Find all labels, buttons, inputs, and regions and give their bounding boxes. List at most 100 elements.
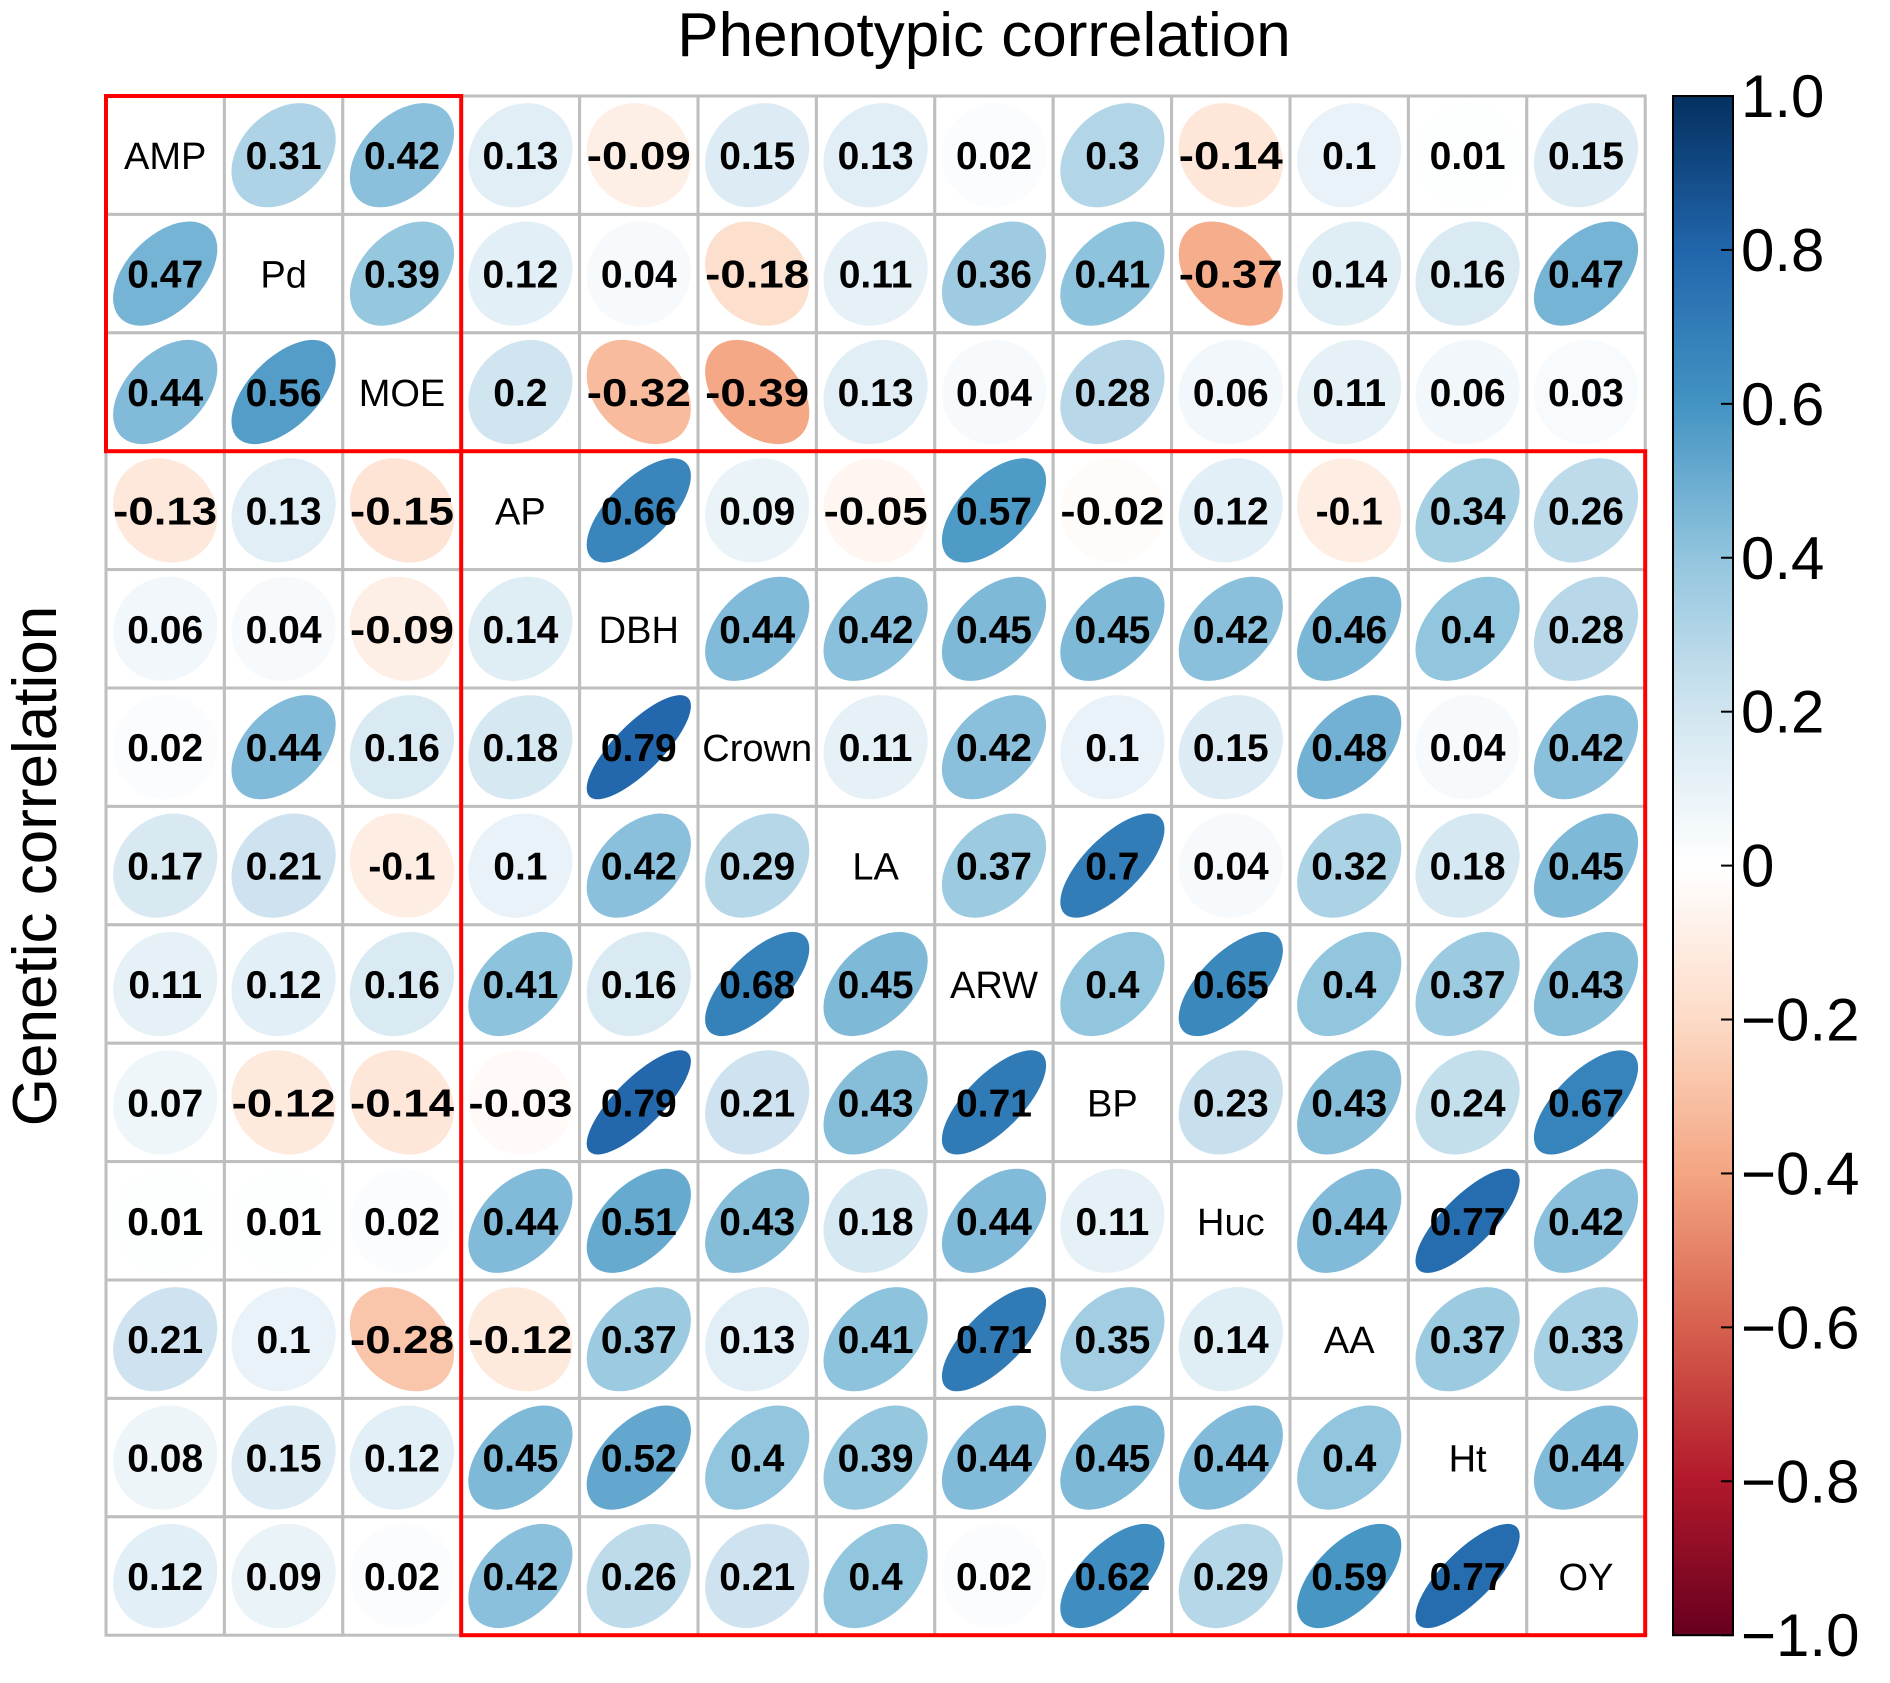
correlation-value: 0.43 [1311, 1082, 1387, 1125]
matrix-cell: 0.21 [696, 1515, 818, 1637]
diagonal-cell-Ht: Ht [1406, 1396, 1529, 1519]
correlation-ellipse [349, 458, 455, 563]
matrix-cell: 0.37 [578, 1278, 700, 1400]
correlation-ellipse [1060, 458, 1165, 563]
matrix-cell: 0.44 [459, 1160, 582, 1282]
correlation-value: -0.12 [468, 1319, 572, 1362]
correlation-value: 0.68 [719, 964, 795, 1007]
correlation-ellipse [1415, 103, 1520, 208]
matrix-cell: 0.44 [933, 1396, 1055, 1519]
correlation-value: 0.11 [1076, 1201, 1150, 1244]
matrix-cell: -0.32 [578, 331, 700, 453]
correlation-ellipse [705, 339, 810, 445]
grid-cell [1525, 1515, 1647, 1637]
matrix-cell: 0.51 [578, 1160, 700, 1282]
correlation-ellipse [468, 813, 573, 918]
correlation-value: 0.37 [956, 846, 1032, 889]
correlation-ellipse [1533, 813, 1639, 918]
correlation-value: 0.4 [848, 1556, 903, 1599]
correlation-value: 0.42 [1548, 1201, 1624, 1244]
correlation-ellipse [941, 1050, 1047, 1155]
correlation-value: 0.28 [1548, 609, 1624, 652]
matrix-cell: 0.15 [1525, 94, 1647, 216]
diagonal-cell-AA: AA [1288, 1278, 1410, 1400]
matrix-cell: 0.44 [696, 568, 818, 690]
variable-label: BP [1087, 1083, 1138, 1125]
matrix-cell: -0.05 [814, 449, 937, 572]
correlation-value: 0.44 [956, 1438, 1032, 1481]
matrix-cell: 0.77 [1406, 1160, 1529, 1282]
correlation-ellipse [823, 1168, 928, 1273]
correlation-value: 0.67 [1548, 1082, 1624, 1125]
correlation-ellipse [586, 813, 691, 918]
matrix-cell: 0.45 [459, 1396, 582, 1519]
matrix-cell: 0.43 [1525, 923, 1647, 1045]
matrix-cell: 0.13 [814, 331, 937, 453]
matrix-cell: 0.26 [1525, 449, 1647, 572]
grid-cell [814, 804, 937, 927]
correlation-ellipse [941, 813, 1047, 918]
correlation-ellipse [113, 1050, 218, 1155]
correlation-ellipse [1415, 576, 1520, 681]
matrix-cell: 0.14 [1170, 1278, 1292, 1400]
correlation-ellipse [823, 1287, 928, 1392]
correlation-value: 0.16 [1430, 254, 1506, 297]
matrix-cell: 0.21 [104, 1278, 226, 1400]
correlation-ellipse [1533, 103, 1639, 208]
matrix-cell: 0.32 [1288, 804, 1410, 927]
correlation-value: 0.01 [127, 1201, 203, 1244]
correlation-ellipse [113, 576, 218, 681]
correlation-value: 0.42 [364, 135, 440, 178]
correlation-ellipse [1178, 458, 1283, 563]
matrix-cell: 0.04 [578, 212, 700, 335]
colorbar-tick-label: 1.0 [1741, 63, 1824, 130]
correlation-value: 0.42 [482, 1556, 558, 1599]
correlation-ellipse [941, 458, 1047, 563]
matrix-cell: 0.45 [1525, 804, 1647, 927]
correlation-value: 0.4 [1440, 609, 1495, 652]
correlation-value: 0.13 [719, 1319, 795, 1362]
correlation-ellipse [1297, 1405, 1402, 1510]
correlation-ellipse [823, 1523, 928, 1629]
correlation-value: 0.13 [838, 135, 914, 178]
correlation-value: 0.65 [1193, 964, 1269, 1007]
correlation-ellipse [823, 695, 928, 800]
correlation-value: 0.06 [1430, 372, 1506, 415]
correlation-ellipse [1533, 458, 1639, 563]
correlation-value: -0.32 [587, 372, 691, 415]
matrix-cell: 0.44 [104, 331, 226, 453]
matrix-cell: 0.79 [578, 1041, 700, 1164]
correlation-value: 0.18 [838, 1201, 914, 1244]
correlation-ellipse [823, 1050, 928, 1155]
diagonal-cell-AMP: AMP [104, 94, 226, 216]
correlation-value: 0.1 [1085, 727, 1139, 770]
matrix-cell: 0.01 [1406, 94, 1529, 216]
correlation-ellipse [1533, 931, 1639, 1037]
y-axis-label: Genetic correlation [1, 606, 70, 1126]
correlation-value: -0.39 [705, 372, 809, 415]
matrix-cell: 0.01 [222, 1160, 345, 1282]
matrix-cell: 0.46 [1288, 568, 1410, 690]
matrix-cell: 0.02 [933, 1515, 1055, 1637]
matrix-cell: 0.11 [814, 686, 937, 808]
colorbar-tick-label: 0.2 [1741, 679, 1824, 746]
correlation-ellipse [468, 695, 573, 800]
correlation-value: 0.24 [1430, 1082, 1506, 1125]
correlation-ellipse [349, 103, 455, 208]
correlation-ellipse [231, 813, 336, 918]
diagonal-cell-LA: LA [814, 804, 937, 927]
correlation-value: 0.45 [1074, 1438, 1150, 1481]
correlation-value: 0.13 [246, 490, 322, 533]
matrix-cell: 0.71 [933, 1278, 1055, 1400]
correlation-value: 0.26 [1548, 490, 1624, 533]
correlation-ellipse [231, 1287, 336, 1392]
correlation-value: 0.16 [364, 727, 440, 770]
matrix-cell: 0.44 [933, 1160, 1055, 1282]
matrix-cell: 0.42 [1525, 686, 1647, 808]
correlation-ellipse [1415, 1168, 1520, 1273]
matrix-cell: 0.79 [578, 686, 700, 808]
correlation-ellipse [1533, 576, 1639, 681]
matrix-cell: 0.4 [1051, 923, 1174, 1045]
correlation-value: 0.01 [1430, 135, 1506, 178]
matrix-cell: 0.44 [1525, 1396, 1647, 1519]
